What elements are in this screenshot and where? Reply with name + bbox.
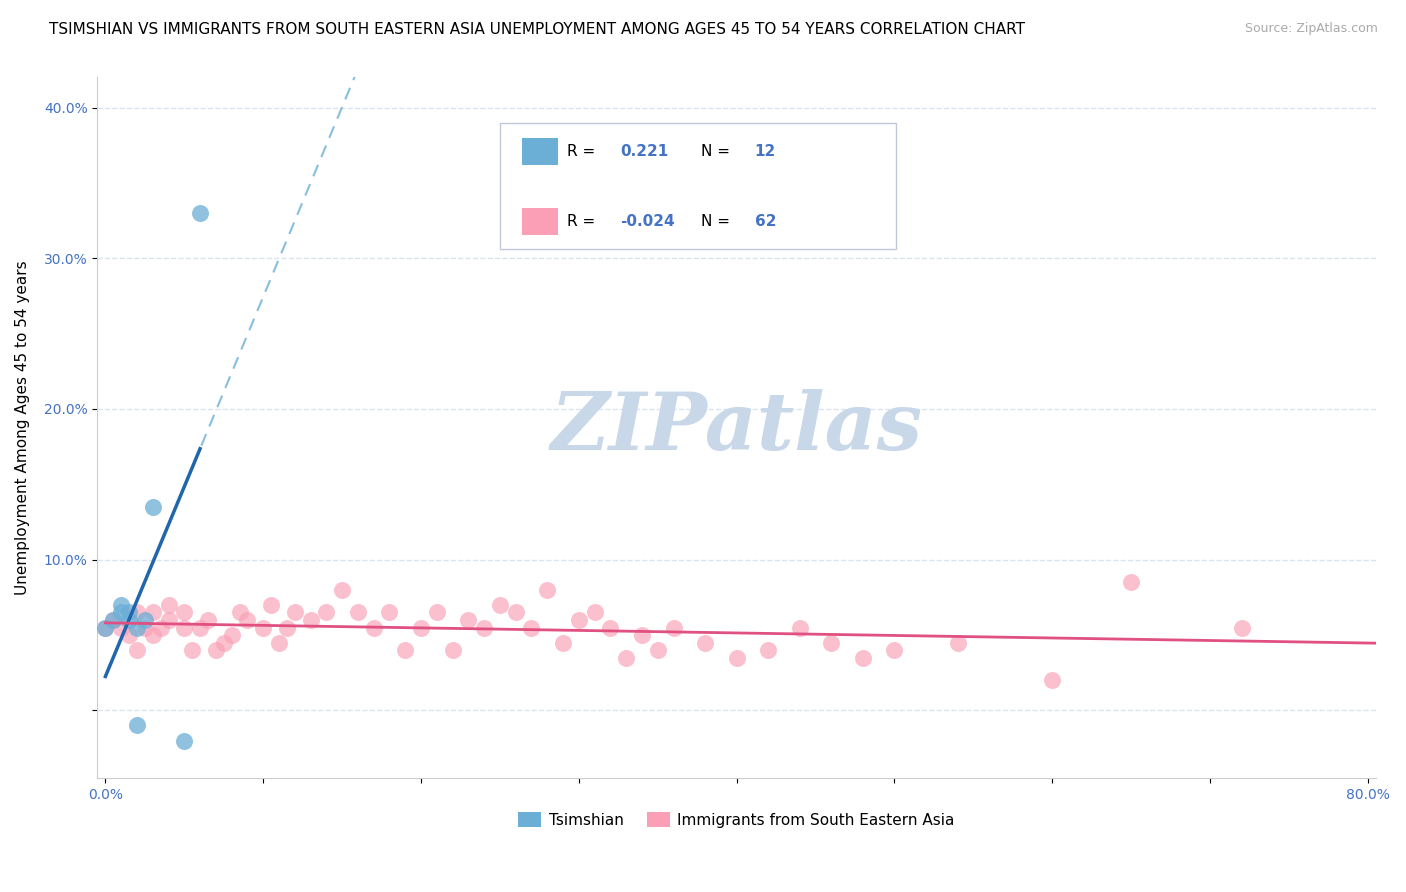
Text: 0.221: 0.221 [620, 145, 669, 160]
Point [820, 635, 842, 649]
Point [260, 598, 283, 612]
Point [551, 635, 574, 649]
Point [614, 650, 637, 665]
Text: Source: ZipAtlas.com: Source: ZipAtlas.com [1244, 22, 1378, 36]
Point [662, 620, 685, 634]
FancyBboxPatch shape [501, 123, 897, 249]
Point [228, 606, 250, 620]
Point [205, 643, 228, 657]
Point [725, 650, 748, 665]
Text: R =: R = [567, 214, 595, 229]
Point [693, 635, 716, 649]
Legend: Tsimshian, Immigrants from South Eastern Asia: Tsimshian, Immigrants from South Eastern… [512, 805, 960, 834]
Point [188, 206, 211, 220]
Point [299, 613, 322, 627]
Point [173, 733, 195, 747]
Point [110, 620, 132, 634]
Point [110, 606, 132, 620]
Point [118, 613, 141, 627]
Point [756, 643, 779, 657]
Point [426, 606, 449, 620]
Point [347, 606, 370, 620]
Point [267, 635, 290, 649]
Point [125, 643, 148, 657]
Point [134, 620, 156, 634]
Point [599, 620, 621, 634]
Point [647, 643, 669, 657]
Point [118, 606, 141, 620]
Point [852, 650, 875, 665]
Point [212, 635, 235, 649]
Point [125, 620, 148, 634]
Point [142, 500, 165, 514]
Point [94, 620, 117, 634]
Point [583, 606, 606, 620]
Point [252, 620, 274, 634]
Point [103, 613, 125, 627]
Point [134, 613, 156, 627]
Point [1230, 620, 1253, 634]
Point [330, 582, 353, 597]
Point [276, 620, 298, 634]
FancyBboxPatch shape [522, 138, 558, 165]
Point [505, 606, 527, 620]
Point [472, 620, 495, 634]
Point [142, 606, 165, 620]
Point [441, 643, 464, 657]
Text: N =: N = [700, 214, 730, 229]
Text: TSIMSHIAN VS IMMIGRANTS FROM SOUTH EASTERN ASIA UNEMPLOYMENT AMONG AGES 45 TO 54: TSIMSHIAN VS IMMIGRANTS FROM SOUTH EASTE… [49, 22, 1025, 37]
Text: N =: N = [700, 145, 730, 160]
Point [536, 582, 558, 597]
Point [94, 620, 117, 634]
Point [946, 635, 969, 649]
Point [142, 628, 165, 642]
Point [188, 620, 211, 634]
FancyBboxPatch shape [522, 209, 558, 235]
Point [149, 620, 172, 634]
Point [181, 643, 204, 657]
Point [789, 620, 811, 634]
Point [883, 643, 905, 657]
Text: ZIPatlas: ZIPatlas [551, 389, 922, 467]
Point [631, 628, 654, 642]
Point [489, 598, 512, 612]
Point [457, 613, 479, 627]
Point [409, 620, 432, 634]
Point [520, 620, 543, 634]
Text: 62: 62 [755, 214, 776, 229]
Point [394, 643, 416, 657]
Point [118, 628, 141, 642]
Point [125, 606, 148, 620]
Point [236, 613, 259, 627]
Y-axis label: Unemployment Among Ages 45 to 54 years: Unemployment Among Ages 45 to 54 years [15, 260, 30, 595]
Point [173, 620, 195, 634]
Point [173, 606, 195, 620]
Text: -0.024: -0.024 [620, 214, 675, 229]
Point [125, 718, 148, 732]
Point [315, 606, 337, 620]
Text: R =: R = [567, 145, 595, 160]
Point [568, 613, 591, 627]
Point [197, 613, 219, 627]
Point [363, 620, 385, 634]
Text: 12: 12 [755, 145, 776, 160]
Point [110, 598, 132, 612]
Point [1040, 673, 1063, 688]
Point [1121, 575, 1143, 590]
Point [157, 598, 180, 612]
Point [378, 606, 401, 620]
Point [103, 613, 125, 627]
Point [157, 613, 180, 627]
Point [221, 628, 243, 642]
Point [284, 606, 307, 620]
